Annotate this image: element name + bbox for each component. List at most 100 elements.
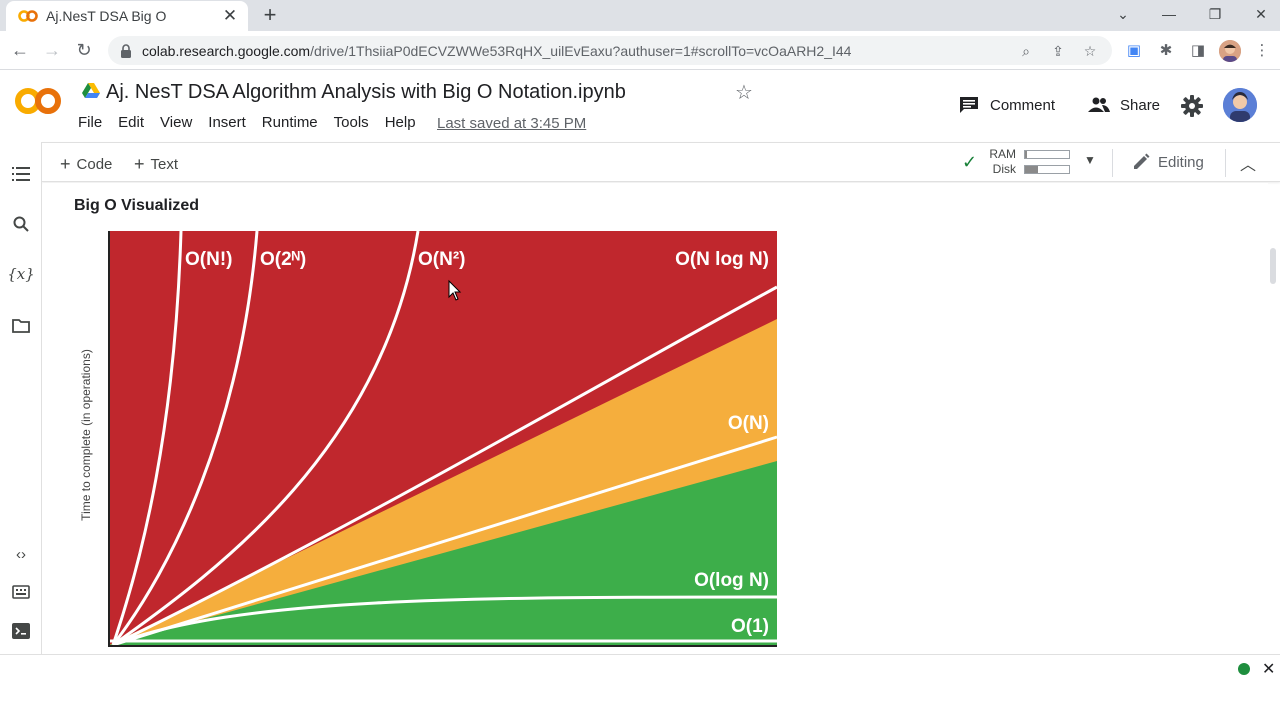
share-page-icon[interactable]: ⇪ [1052, 42, 1064, 59]
execution-status-icon[interactable] [1238, 663, 1250, 675]
table-of-contents-icon[interactable] [10, 163, 32, 185]
big-o-chart: Time to complete (in operations) O(N!) O… [79, 230, 778, 647]
menu-insert[interactable]: Insert [208, 114, 246, 131]
comment-button[interactable]: Comment [958, 94, 1055, 116]
left-sidebar: {x} ‹› [0, 142, 42, 654]
code-snippets-icon[interactable]: ‹› [16, 545, 26, 563]
variables-icon[interactable]: {x} [7, 265, 35, 283]
browser-tab[interactable]: Aj.NesT DSA Big O ✕ [6, 1, 248, 31]
toolbar-divider [1112, 149, 1113, 177]
chart-y-axis-label: Time to complete (in operations) [79, 349, 93, 521]
chart-series-label: O(N log N) [675, 249, 769, 270]
close-status-icon[interactable]: ✕ [1262, 661, 1276, 678]
menu-help[interactable]: Help [384, 114, 416, 131]
mouse-cursor-icon [448, 279, 462, 301]
browser-toolbar: ← → ↻ colab.research.google.com/drive/1T… [0, 31, 1280, 70]
chart-series-line [112, 285, 778, 647]
chart-series-label: O(2ᴺ) [260, 249, 306, 270]
resource-labels[interactable]: RAM Disk [986, 147, 1016, 177]
bookmark-star-icon[interactable]: ☆ [1083, 42, 1097, 59]
colab-header: Aj. NesT DSA Algorithm Analysis with Big… [0, 70, 1280, 142]
colab-favicon-icon [18, 9, 38, 23]
star-notebook-icon[interactable]: ☆ [735, 82, 753, 104]
window-close-icon[interactable]: ✕ [1255, 6, 1267, 22]
menu-bar: File Edit View Insert Runtime Tools Help [78, 114, 432, 131]
comment-label: Comment [990, 96, 1056, 114]
chart-series-label: O(N!) [185, 249, 232, 270]
lock-icon [121, 43, 131, 58]
tab-title: Aj.NesT DSA Big O [46, 8, 167, 24]
pencil-icon [1134, 153, 1150, 169]
ram-usage-bar [1024, 150, 1070, 159]
last-saved-link[interactable]: Last saved at 3:45 PM [437, 115, 587, 132]
add-text-button[interactable]: + Text [134, 153, 178, 174]
section-heading: Big O Visualized [74, 197, 200, 214]
menu-edit[interactable]: Edit [118, 114, 145, 131]
connected-check-icon[interactable]: ✓ [962, 152, 978, 172]
browser-tab-strip: Aj.NesT DSA Big O ✕ + ⌄ — ❐ ✕ [0, 0, 1280, 31]
tab-close-icon[interactable]: ✕ [222, 6, 238, 25]
menu-runtime[interactable]: Runtime [261, 114, 318, 131]
disk-label: Disk [992, 162, 1016, 176]
colab-logo-icon [15, 88, 61, 114]
vertical-scrollbar[interactable] [1270, 248, 1276, 284]
extensions-puzzle-icon[interactable]: ✱ [1159, 42, 1173, 59]
terminal-icon[interactable] [10, 620, 32, 642]
chart-series-line [112, 230, 420, 647]
chart-series-line [112, 595, 778, 647]
comment-icon [958, 94, 980, 116]
account-avatar[interactable] [1223, 88, 1257, 122]
new-tab-icon[interactable]: + [263, 2, 277, 27]
forward-icon[interactable]: → [43, 40, 61, 60]
chart-series-label: O(N²) [418, 249, 465, 270]
chart-series-line [111, 230, 259, 646]
files-folder-icon[interactable] [10, 315, 32, 337]
url-text: colab.research.google.com/drive/1ThsiiaP… [142, 42, 852, 59]
settings-gear-icon[interactable] [1180, 94, 1204, 118]
browser-menu-icon[interactable]: ⋮ [1254, 42, 1270, 59]
translate-extension-icon[interactable]: ▣ [1126, 42, 1142, 59]
ram-label: RAM [989, 147, 1016, 161]
minimize-icon[interactable]: — [1162, 6, 1176, 22]
search-icon[interactable] [10, 213, 32, 235]
tab-search-chevron-icon[interactable]: ⌄ [1117, 6, 1129, 22]
browser-profile-avatar[interactable] [1219, 40, 1241, 62]
chart-series-line [111, 230, 183, 646]
ram-usage-fill [1025, 151, 1027, 158]
share-button[interactable]: Share [1088, 94, 1160, 116]
chart-series-label: O(1) [731, 616, 769, 637]
back-icon[interactable]: ← [11, 40, 29, 60]
reload-icon[interactable]: ↻ [76, 40, 92, 60]
restore-icon[interactable]: ❐ [1208, 6, 1222, 22]
side-panel-icon[interactable]: ◨ [1190, 42, 1206, 59]
menu-file[interactable]: File [78, 114, 103, 131]
status-bar: ✕ [0, 654, 1280, 720]
add-code-label: Code [76, 156, 113, 173]
command-palette-icon[interactable] [10, 581, 32, 603]
menu-tools[interactable]: Tools [333, 114, 369, 131]
cell-toolbar: + Code + Text ✓ RAM Disk ▼ Editing ︿ [42, 142, 1280, 182]
chart-region-good [109, 461, 777, 645]
plus-icon: + [60, 154, 71, 174]
chart-series-label: O(N) [728, 413, 769, 434]
zoom-icon[interactable]: ⌕ [1022, 42, 1030, 59]
editing-mode-button[interactable]: Editing [1132, 153, 1204, 171]
google-drive-icon[interactable] [82, 83, 100, 99]
chart-series-label: O(log N) [694, 570, 769, 591]
disk-usage-fill [1025, 166, 1039, 173]
toolbar-divider [1225, 149, 1226, 177]
share-label: Share [1120, 96, 1161, 114]
address-bar[interactable]: colab.research.google.com/drive/1ThsiiaP… [108, 36, 1112, 65]
resources-dropdown-icon[interactable]: ▼ [1084, 153, 1096, 167]
menu-view[interactable]: View [160, 114, 193, 131]
notebook-content: Big O Visualized Time to complete (in op… [43, 183, 1268, 654]
editing-label: Editing [1158, 153, 1204, 171]
notebook-title[interactable]: Aj. NesT DSA Algorithm Analysis with Big… [106, 81, 626, 103]
add-text-label: Text [150, 156, 179, 173]
people-icon [1088, 94, 1110, 116]
disk-usage-bar [1024, 165, 1070, 174]
collapse-header-icon[interactable]: ︿ [1240, 157, 1257, 174]
plus-icon: + [134, 154, 145, 174]
chart-series-line [112, 435, 778, 647]
add-code-button[interactable]: + Code [60, 153, 112, 174]
